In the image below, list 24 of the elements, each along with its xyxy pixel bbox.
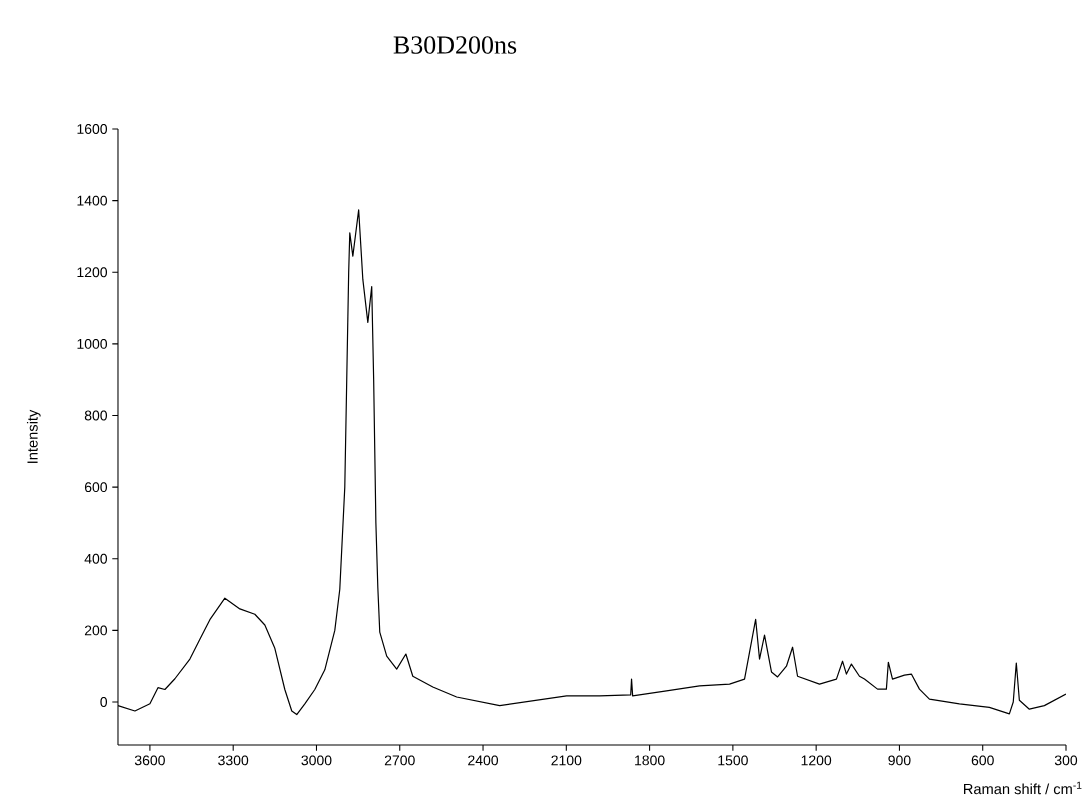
y-axis-title: Intensity <box>26 409 41 463</box>
x-tick-label: 300 <box>1054 755 1078 766</box>
x-tick-label: 2100 <box>551 755 582 766</box>
y-tick-label: 800 <box>84 410 108 421</box>
chart-title: B30D200ns <box>393 36 517 54</box>
x-tick-label: 1200 <box>801 755 832 766</box>
x-tick-label: 1500 <box>718 755 748 766</box>
y-tick-label: 1400 <box>77 195 108 206</box>
x-tick-label: 1800 <box>635 755 665 766</box>
y-tick-label: 0 <box>100 697 108 707</box>
x-tick-label: 3600 <box>134 755 165 766</box>
x-tick-label: 900 <box>888 755 911 766</box>
x-tick-label: 3300 <box>218 755 249 766</box>
y-tick-label: 1200 <box>77 267 108 278</box>
y-tick-label: 1000 <box>77 338 108 349</box>
x-tick-label: 2700 <box>384 755 415 766</box>
x-tick-label: 2400 <box>468 755 499 766</box>
x-tick-label: 3000 <box>301 755 332 766</box>
x-tick-label: 600 <box>971 755 994 766</box>
y-tick-label: 200 <box>84 625 108 636</box>
y-tick-label: 1600 <box>77 124 108 134</box>
y-tick-label: 600 <box>84 482 108 493</box>
y-tick-label: 400 <box>84 553 108 564</box>
x-axis-title: Raman shift / cm$^{-1}$ <box>964 781 1082 795</box>
